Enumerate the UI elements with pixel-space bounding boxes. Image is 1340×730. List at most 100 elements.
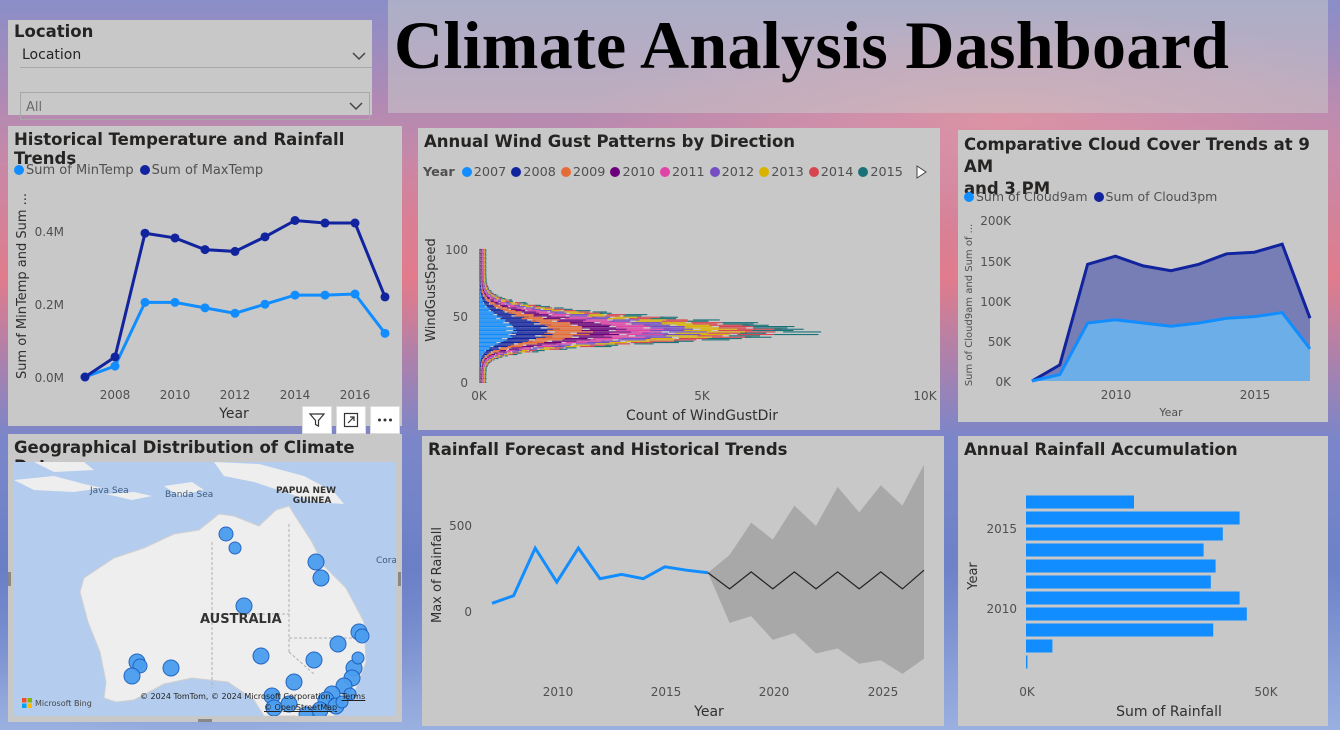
slicer-field-header[interactable]: Location [20,46,372,68]
wind-bar-segment [493,352,499,354]
wind-bar-segment [533,315,555,317]
legend-item-2012[interactable]: 2012 [709,165,754,180]
wind-bar-segment [479,267,481,269]
wind-bar-segment [479,373,480,375]
osm-link[interactable]: © OpenStreetMap [264,703,338,712]
bing-logo: Microsoft Bing [22,698,92,708]
wind-bar-segment [745,331,776,333]
legend-item-cloud3pm[interactable]: Sum of Cloud3pm [1093,189,1217,204]
wind-bar-segment [479,308,490,310]
wind-bar-segment [482,375,483,377]
legend-item-2008[interactable]: 2008 [511,165,556,180]
wind-bar-segment [684,326,713,328]
wind-bar-segment [503,310,518,312]
focus-mode-button[interactable] [336,406,366,434]
legend-item-mintemp[interactable]: Sum of MinTemp [14,163,134,178]
data-point [380,292,390,302]
legend-item-cloud9am[interactable]: Sum of Cloud9am [964,189,1088,204]
wind-bar-segment [482,263,483,265]
terms-link[interactable]: Terms [341,692,366,701]
wind-bar-segment [488,290,490,292]
data-point [290,215,300,225]
wind-bar-segment [484,376,486,378]
wind-bar-segment [494,300,499,302]
legend-item-2009[interactable]: 2009 [560,165,605,180]
legend-item-2007[interactable]: 2007 [461,165,506,180]
resize-handle[interactable] [398,572,401,586]
slicer-field-label: Location [22,47,82,63]
wind-bar-segment [485,371,487,373]
slicer-dropdown[interactable]: All [20,92,370,120]
chevron-down-icon[interactable] [349,101,363,111]
chevron-down-icon[interactable] [352,51,366,61]
x-tick: 2020 [759,685,790,699]
wind-bar-segment [589,334,620,336]
resize-handle[interactable] [8,572,11,586]
wind-bar-segment [479,328,516,330]
legend-next-icon[interactable] [915,165,927,179]
wind-bar-segment [479,263,480,265]
wind-bar-segment [482,284,485,286]
wind-bar-segment [480,258,482,260]
wind-bar-segment [599,312,612,314]
wind-bar-segment [485,359,488,361]
wind-bar-segment [483,270,485,272]
wind-bar-segment [479,264,480,266]
wind-bar-segment [481,295,483,297]
rainfall-forecast-visual[interactable]: Rainfall Forecast and Historical Trends … [422,436,944,726]
map-visual[interactable]: Geographical Distribution of Climate Dat… [8,434,402,722]
wind-bar-segment [497,307,508,309]
historical-trends-visual[interactable]: Historical Temperature and Rainfall Tren… [8,126,402,426]
legend-item-2014[interactable]: 2014 [808,165,853,180]
location-bubble [123,667,141,685]
data-point [260,232,270,242]
wind-bar-segment [483,283,485,285]
resize-handle[interactable] [198,719,212,722]
wind-bar-segment [503,340,533,342]
legend-item-maxtemp[interactable]: Sum of MaxTemp [139,163,263,178]
wind-bar-segment [479,381,480,383]
wind-bar-segment [491,310,504,312]
map-canvas[interactable]: Java Sea Banda Sea PAPUA NEW GUINEA Cora… [14,462,396,716]
wind-bar-segment [483,250,485,252]
legend-item-2015[interactable]: 2015 [858,165,903,180]
wind-bar-segment [479,350,485,352]
wind-bar-segment [482,276,484,278]
wind-bar-segment [482,363,484,365]
wind-bar-segment [481,262,482,264]
wind-bar-segment [479,254,480,256]
wind-bar-segment [481,369,483,371]
historical-title: Historical Temperature and Rainfall Tren… [14,130,345,168]
legend-dot [858,167,869,177]
wind-bar-segment [483,379,485,381]
wind-bar-segment [508,352,513,354]
annual-rainfall-visual[interactable]: Annual Rainfall Accumulation 2010 2015 0… [958,436,1328,726]
wind-bar-segment [498,343,514,345]
more-options-button[interactable] [370,406,400,434]
wind-bar-segment [625,340,650,342]
wind-bar-segment [684,327,726,329]
wind-bar-segment [479,346,491,348]
wind-bar-segment [521,308,535,310]
wind-gust-visual[interactable]: Annual Wind Gust Patterns by Direction Y… [418,128,940,430]
wind-bar-segment [485,364,486,366]
legend-dot [461,167,472,177]
cloud-cover-visual[interactable]: Comparative Cloud Cover Trends at 9 AM a… [958,130,1328,422]
wind-bar-segment [484,280,486,282]
wind-bar-segment [483,371,484,373]
wind-bar-segment [515,310,526,312]
wind-bar-segment [479,306,486,308]
wind-bar-segment [485,262,487,264]
wind-bar-segment [481,250,482,252]
wind-bar-segment [536,346,552,348]
filter-button[interactable] [302,406,332,434]
wind-bar-segment [480,284,482,286]
x-tick: 0K [471,389,488,403]
legend-item-2011[interactable]: 2011 [660,165,705,180]
legend-item-2010[interactable]: 2010 [610,165,655,180]
wind-bar-segment [486,367,487,369]
x-tick: 0K [1019,685,1036,699]
data-point [260,299,270,309]
wind-bar-segment [480,268,482,270]
legend-item-2013[interactable]: 2013 [759,165,804,180]
